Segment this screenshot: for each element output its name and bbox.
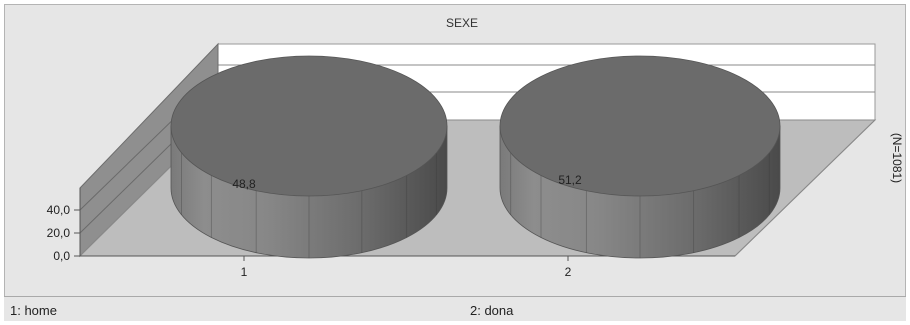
legend-item-2: 2: dona [470, 303, 514, 318]
x-tick-label: 2 [565, 265, 572, 279]
legend-item-1: 1: home [10, 303, 57, 318]
y-tick-label: 0,0 [53, 249, 70, 263]
right-border [734, 119, 876, 257]
x-tick-label: 1 [241, 265, 248, 279]
cylinder-bar-1 [170, 55, 448, 259]
y-tick-label: 20,0 [47, 226, 71, 240]
cylinder-bar-2 [499, 55, 781, 259]
y-tick-label: 40,0 [47, 203, 71, 217]
cylinder-top [499, 55, 781, 197]
cylinder-top [170, 55, 448, 197]
chart-title: SEXE [446, 16, 478, 30]
data-label: 48,8 [232, 177, 256, 191]
legend-bar: 1: home 2: dona [4, 296, 906, 321]
data-label: 51,2 [558, 173, 582, 187]
sample-size-label: (N=1081) [890, 133, 904, 183]
cylinders [170, 55, 781, 259]
